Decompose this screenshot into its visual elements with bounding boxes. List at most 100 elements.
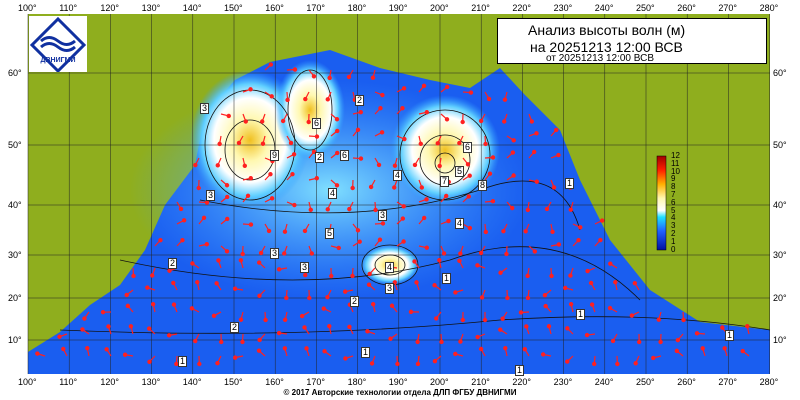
wave-direction-arrow: [629, 311, 640, 318]
contour-label: 1: [565, 178, 575, 189]
wave-direction-arrow: [636, 333, 642, 345]
wave-direction-arrow: [675, 333, 684, 343]
wave-direction-arrow: [440, 218, 451, 225]
wave-direction-arrow: [220, 113, 231, 119]
contour-label: 3: [300, 262, 310, 273]
wave-direction-arrow: [542, 289, 552, 298]
wave-direction-arrow: [260, 113, 266, 124]
longitude-label: 190°: [388, 377, 408, 387]
wave-direction-arrow: [197, 355, 202, 367]
wave-direction-arrow: [193, 333, 200, 344]
wave-direction-arrow: [220, 216, 230, 225]
wave-direction-arrow: [504, 245, 509, 257]
wave-direction-arrow: [242, 157, 248, 168]
wave-direction-arrow: [415, 333, 420, 345]
wave-direction-arrow: [615, 355, 620, 367]
wave-direction-arrow: [352, 239, 362, 247]
latitude-label: 30°: [8, 250, 22, 260]
wave-direction-arrow: [550, 179, 557, 190]
wave-direction-arrow: [342, 289, 354, 294]
wave-direction-arrow: [220, 245, 230, 254]
wave-direction-arrow: [238, 311, 244, 322]
wave-direction-arrow: [286, 67, 298, 72]
longitude-label: 130°: [141, 377, 161, 387]
wave-direction-arrow: [369, 355, 376, 366]
contour-label: 7: [440, 176, 450, 187]
wave-direction-arrow: [568, 201, 574, 212]
wave-direction-arrow: [395, 355, 400, 367]
wave-direction-arrow: [352, 156, 364, 161]
wave-direction-arrow: [145, 285, 156, 291]
wave-direction-arrow: [483, 223, 489, 235]
longitude-label: 120°: [100, 377, 120, 387]
wave-direction-arrow: [61, 346, 68, 357]
contour-label: 5: [325, 228, 335, 239]
longitude-label: 230°: [553, 377, 573, 387]
wave-direction-arrow: [106, 324, 112, 335]
colorbar-label: 2: [671, 229, 676, 238]
contour-label: 4: [385, 262, 395, 273]
wave-direction-arrow: [462, 157, 471, 167]
wave-direction-arrow: [396, 201, 406, 209]
contour-label: 4: [455, 218, 465, 229]
wave-direction-arrow: [370, 302, 376, 313]
wave-direction-arrow: [458, 333, 464, 344]
wave-direction-arrow: [330, 113, 340, 122]
contour-label: 5: [455, 166, 465, 177]
wave-direction-arrow: [166, 333, 178, 338]
wave-direction-arrow: [563, 285, 574, 291]
longitude-label: 240°: [594, 3, 614, 13]
wave-direction-arrow: [176, 237, 185, 247]
svg-text:ДВНИГМИ: ДВНИГМИ: [41, 57, 76, 64]
wave-direction-arrow: [484, 91, 492, 102]
analysis-time: от 20251213 12:00 ВСВ: [546, 53, 655, 64]
contour-label: 2: [355, 95, 365, 106]
latitude-label: 20°: [8, 293, 22, 303]
wave-direction-arrow: [57, 333, 68, 339]
wave-direction-arrow: [211, 311, 222, 319]
longitude-label: 260°: [677, 377, 696, 387]
wave-direction-arrow: [478, 113, 486, 124]
wave-direction-arrow: [232, 355, 244, 360]
contour-label: 1: [725, 330, 735, 341]
wave-direction-arrow: [240, 333, 245, 345]
wave-direction-arrow: [540, 352, 552, 357]
longitude-label: 250°: [636, 377, 655, 387]
longitude-label: 280°: [759, 377, 779, 387]
contour-label: 3: [200, 103, 210, 114]
wave-direction-arrow: [681, 311, 686, 323]
wave-direction-arrow: [549, 267, 554, 279]
wave-direction-arrow: [392, 157, 398, 168]
wave-direction-arrow: [189, 306, 200, 313]
wave-direction-arrow: [190, 261, 200, 269]
wave-direction-arrow: [568, 302, 574, 313]
wave-direction-arrow: [550, 127, 559, 137]
wave-direction-arrow: [374, 105, 383, 115]
wave-direction-arrow: [215, 157, 222, 168]
wave-direction-arrow: [322, 349, 332, 357]
wave-direction-arrow: [374, 221, 386, 226]
wave-direction-arrow: [100, 309, 112, 315]
wave-direction-arrow: [457, 135, 464, 146]
wave-direction-arrow: [418, 83, 427, 93]
wave-direction-arrow: [505, 289, 510, 301]
wave-direction-arrow: [694, 331, 706, 336]
wave-direction-arrow: [147, 355, 156, 364]
wave-direction-arrow: [327, 323, 332, 335]
wave-direction-arrow: [528, 245, 538, 254]
wave-direction-arrow: [592, 355, 597, 367]
wave-direction-arrow: [258, 245, 266, 256]
wave-direction-arrow: [282, 223, 288, 234]
wave-direction-arrow: [240, 245, 245, 257]
wave-direction-arrow: [396, 105, 405, 115]
colorbar-label: 5: [671, 205, 676, 215]
wave-direction-arrow: [343, 355, 354, 361]
wave-direction-arrow: [174, 355, 179, 367]
latitude-label: 50°: [773, 140, 787, 150]
wave-direction-arrow: [437, 257, 442, 269]
wave-direction-arrow: [219, 333, 224, 345]
contour-label: 3: [378, 210, 388, 221]
wave-direction-arrow: [460, 113, 465, 125]
wave-direction-arrow: [308, 245, 315, 256]
wave-direction-arrow: [286, 152, 297, 159]
